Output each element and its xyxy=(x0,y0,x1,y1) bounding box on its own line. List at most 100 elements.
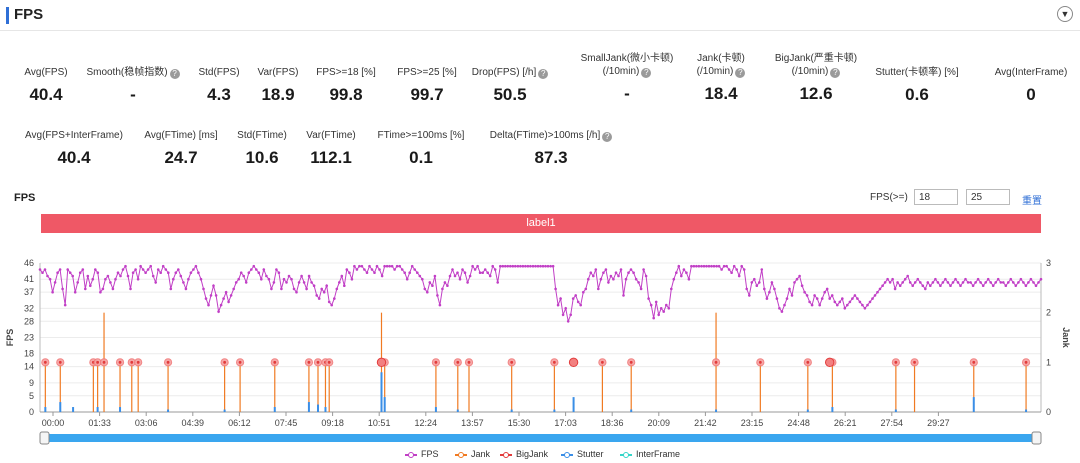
y-axis-label: FPS xyxy=(5,329,15,347)
legend-item-jank[interactable]: Jank xyxy=(455,449,490,459)
fps-point xyxy=(883,281,887,284)
fps-point xyxy=(599,277,603,281)
fps-point xyxy=(275,268,278,271)
threshold-low-input[interactable] xyxy=(914,189,958,205)
fps-point xyxy=(302,281,306,284)
legend-item-stutter[interactable]: Stutter xyxy=(561,449,604,459)
stats_row1-stat-2: Std(FPS) 4.3 xyxy=(149,66,289,105)
fps-point xyxy=(466,281,469,284)
legend-item-bigjank[interactable]: BigJank xyxy=(500,449,548,459)
stats_row2-stat-1: Avg(FTime) [ms] 24.7 xyxy=(111,129,251,168)
fps-point xyxy=(315,294,319,297)
fps-point xyxy=(71,274,74,278)
fps-point xyxy=(931,281,935,284)
fps-point xyxy=(1024,284,1028,287)
stats_row1-stat-8: Jank(卡顿) (/10min)? 18.4 xyxy=(651,52,791,104)
legend-swatch xyxy=(620,451,632,459)
range-slider-right-handle[interactable] xyxy=(1031,431,1042,445)
jank-marker-core xyxy=(166,360,170,364)
fps-point xyxy=(1022,281,1025,284)
fps-point xyxy=(702,264,706,268)
fps-point xyxy=(350,277,354,281)
fps-point xyxy=(775,297,779,300)
jank-marker-core xyxy=(456,360,460,364)
fps-point xyxy=(164,268,168,271)
stats_row2-stat-4: FTime>=100ms [%] 0.1 xyxy=(351,129,491,168)
help-icon[interactable]: ? xyxy=(169,69,180,79)
fps-point xyxy=(939,284,942,287)
fps-point xyxy=(906,274,909,278)
jank-marker-core xyxy=(136,360,140,364)
fps-point xyxy=(936,281,940,284)
fps-point xyxy=(96,271,100,274)
x-tick-label: 24:48 xyxy=(787,418,810,428)
x-tick-label: 23:15 xyxy=(741,418,764,428)
fps-point xyxy=(212,284,215,287)
fps-point xyxy=(146,268,150,271)
help-icon[interactable]: ? xyxy=(538,69,549,79)
jank-marker-core xyxy=(600,360,604,364)
fps-point xyxy=(675,271,678,274)
fps-point xyxy=(375,264,379,268)
y-tick-label: 41 xyxy=(24,274,34,284)
fps-point xyxy=(815,297,819,300)
fps-point xyxy=(177,268,180,271)
y-tick-label: 9 xyxy=(29,378,34,388)
fps-point xyxy=(551,264,555,268)
reset-button[interactable]: 重置 xyxy=(1022,196,1042,207)
chevron-down-icon[interactable]: ▼ xyxy=(1057,6,1073,22)
fps-point xyxy=(587,277,590,281)
label-bar[interactable]: label1 xyxy=(41,214,1041,233)
fps-point xyxy=(991,284,995,287)
jank-marker-core xyxy=(629,360,633,364)
fps-point xyxy=(410,264,414,268)
fps-point xyxy=(956,281,960,284)
help-icon[interactable]: ? xyxy=(641,68,652,78)
fps-point xyxy=(541,264,545,268)
fps-point xyxy=(129,287,132,291)
stat-value: 10.6 xyxy=(245,148,279,167)
legend-item-interframe[interactable]: InterFrame xyxy=(620,449,680,459)
fps-point xyxy=(388,264,391,268)
fps-point xyxy=(194,264,198,268)
fps-point xyxy=(768,290,771,294)
fps-point xyxy=(436,294,439,297)
fps-point xyxy=(1019,277,1023,281)
fps-point xyxy=(182,281,185,284)
help-icon[interactable]: ? xyxy=(602,132,613,142)
range-slider-left-handle[interactable] xyxy=(39,431,50,445)
fps-point xyxy=(121,268,125,271)
fps-point xyxy=(232,287,235,291)
fps-point xyxy=(1007,281,1010,284)
fps-point xyxy=(461,268,464,271)
jank-marker-core xyxy=(102,360,106,364)
fps-point xyxy=(758,281,761,284)
fps-point xyxy=(571,297,575,300)
stat-value: 40.4 xyxy=(57,148,91,167)
fps-point xyxy=(443,281,447,284)
fps-point xyxy=(390,264,394,268)
help-icon[interactable]: ? xyxy=(735,68,746,78)
fps-point xyxy=(1027,281,1030,284)
fps-point xyxy=(725,264,728,268)
stat-label: Var(FPS) xyxy=(257,67,299,78)
legend-item-fps[interactable]: FPS xyxy=(405,449,439,459)
jank-marker-core xyxy=(273,360,277,364)
fps-point xyxy=(582,290,585,294)
fps-point xyxy=(954,277,957,281)
help-icon[interactable]: ? xyxy=(830,68,841,78)
fps-point xyxy=(866,303,869,307)
threshold-high-input[interactable] xyxy=(966,189,1010,205)
bigjank-marker xyxy=(568,357,579,368)
fps-point xyxy=(204,297,208,300)
fps-point xyxy=(247,271,251,274)
fps-point xyxy=(423,287,427,291)
fps-point xyxy=(317,297,321,300)
stats_row1-stat-0: Avg(FPS) 40.4 xyxy=(0,66,116,105)
fps-point xyxy=(569,313,572,317)
x-tick-label: 03:06 xyxy=(135,418,158,428)
fps-point xyxy=(748,294,751,297)
fps-point xyxy=(38,268,42,271)
fps-point xyxy=(282,277,286,281)
fps-point xyxy=(848,300,852,304)
